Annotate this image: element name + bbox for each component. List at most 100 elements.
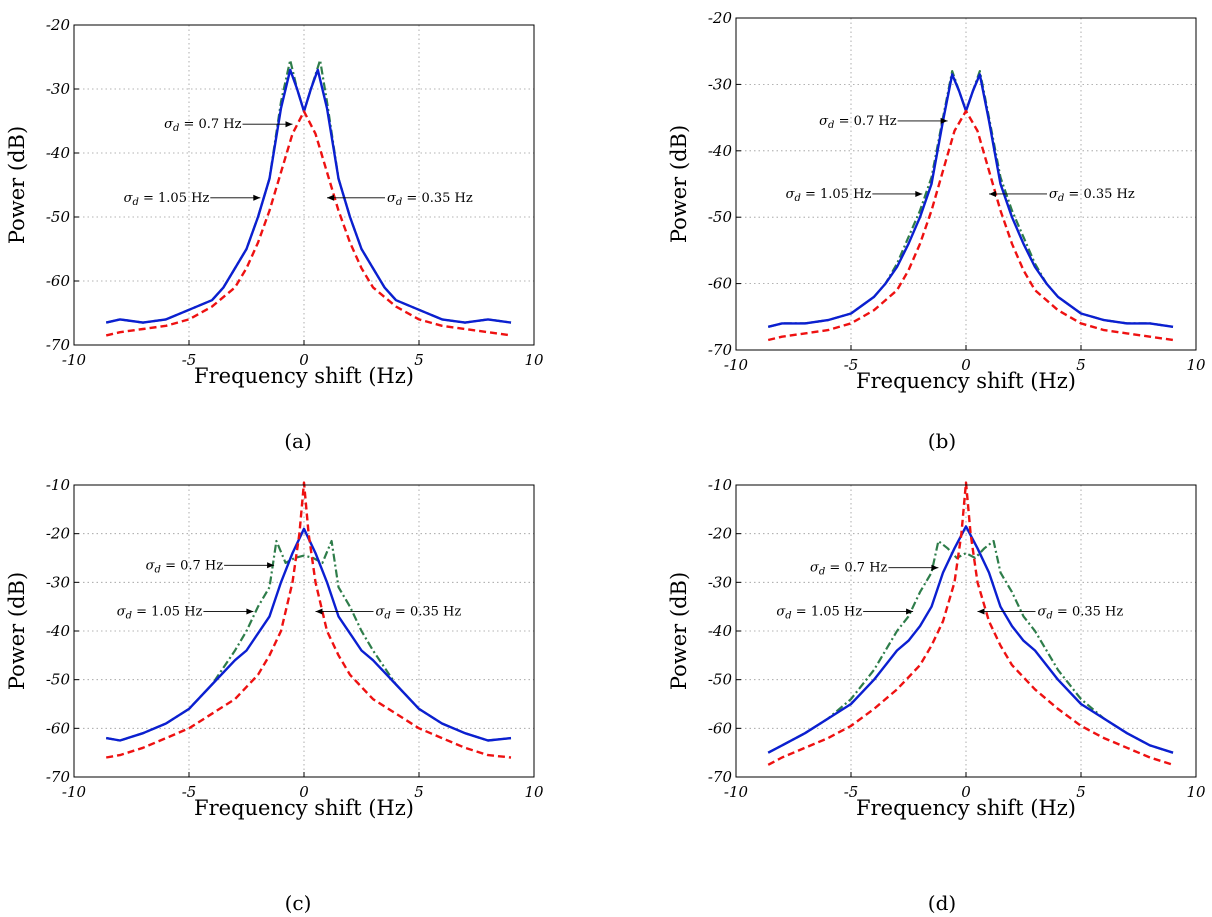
annotation-arrowhead — [267, 562, 275, 569]
annotation: σd = 1.05 Hz — [776, 605, 914, 622]
annotation-arrowhead — [906, 608, 914, 615]
y-tick-label: -20 — [46, 525, 71, 543]
annotation: σd = 0.35 Hz — [989, 187, 1135, 204]
y-axis-label: Power (dB) — [5, 572, 29, 690]
y-tick-label: -10 — [46, 476, 71, 494]
y-tick-label: -40 — [46, 144, 71, 162]
y-tick-label: -70 — [708, 341, 733, 359]
annotation-arrowhead — [940, 117, 948, 124]
y-tick-label: -70 — [708, 768, 733, 786]
annotation-label: σd = 1.05 Hz — [786, 187, 872, 204]
x-tick-label: 0 — [299, 351, 309, 369]
panel-label: (a) — [284, 429, 312, 453]
panel-label: (b) — [928, 429, 956, 453]
y-tick-label: -40 — [708, 622, 733, 640]
annotation-arrowhead — [246, 608, 254, 615]
annotation: σd = 0.7 Hz — [164, 117, 293, 134]
annotation: σd = 0.35 Hz — [315, 605, 462, 622]
y-tick-label: -70 — [46, 336, 71, 354]
series-line-dashed — [105, 110, 512, 337]
plot-frame — [73, 24, 535, 346]
annotation-label: σd = 1.05 Hz — [117, 605, 203, 622]
series-line-solid — [105, 527, 512, 742]
x-tick-label: 10 — [1186, 783, 1206, 801]
y-tick-label: -60 — [708, 275, 733, 293]
annotation-arrowhead — [315, 608, 323, 615]
annotation-label: σd = 0.7 Hz — [810, 561, 888, 578]
x-tick-label: -10 — [724, 356, 749, 374]
panel-label: (d) — [928, 891, 956, 915]
series-line-dashed — [767, 481, 1174, 766]
y-tick-label: -60 — [46, 719, 71, 737]
panel-c: -10 -5 0 5 10-10-20-30-40-50-60-70Frequency … — [5, 476, 544, 915]
x-tick-label: -5 — [844, 356, 859, 374]
annotation-arrowhead — [931, 564, 939, 571]
y-tick-label: -40 — [46, 622, 71, 640]
x-tick-label: 5 — [1076, 783, 1086, 801]
annotation-label: σd = 0.35 Hz — [1038, 605, 1124, 622]
annotation-arrowhead — [977, 608, 985, 615]
x-axis-label: Frequency shift (Hz) — [194, 796, 414, 820]
series-line-dashdot — [767, 539, 1174, 754]
x-axis-label: Frequency shift (Hz) — [856, 796, 1076, 820]
annotation-arrowhead — [989, 190, 996, 197]
x-tick-label: -5 — [844, 783, 859, 801]
y-tick-label: -50 — [708, 671, 733, 689]
annotation-label: σd = 0.7 Hz — [146, 558, 224, 575]
y-axis-label: Power (dB) — [667, 572, 691, 690]
y-tick-label: -10 — [708, 476, 733, 494]
x-tick-label: 0 — [299, 783, 309, 801]
x-tick-label: -10 — [62, 783, 87, 801]
x-tick-label: 10 — [1186, 356, 1206, 374]
y-tick-label: -30 — [46, 80, 71, 98]
y-tick-label: -60 — [708, 719, 733, 737]
y-tick-label: -20 — [46, 16, 71, 34]
series-line-dashed — [767, 109, 1174, 342]
x-tick-label: 5 — [414, 783, 424, 801]
y-tick-label: -40 — [708, 142, 733, 160]
x-tick-label: 5 — [1076, 356, 1086, 374]
annotation-arrowhead — [253, 194, 261, 201]
annotation-label: σd = 1.05 Hz — [776, 605, 862, 622]
annotation-label: σd = 0.7 Hz — [164, 117, 242, 134]
y-tick-label: -30 — [708, 75, 733, 93]
y-tick-label: -30 — [46, 573, 71, 591]
annotation-label: σd = 0.7 Hz — [819, 114, 897, 131]
x-tick-label: -10 — [724, 783, 749, 801]
annotation-label: σd = 0.35 Hz — [376, 605, 462, 622]
annotation-arrowhead — [285, 121, 293, 128]
y-tick-label: -60 — [46, 272, 71, 290]
x-tick-label: 5 — [414, 351, 424, 369]
panel-label: (c) — [285, 891, 312, 915]
x-axis-label: Frequency shift (Hz) — [194, 364, 414, 388]
y-tick-label: -70 — [46, 768, 71, 786]
annotation: σd = 0.7 Hz — [810, 561, 939, 578]
annotation: σd = 0.35 Hz — [327, 191, 473, 208]
annotation: σd = 1.05 Hz — [124, 191, 261, 208]
annotation: σd = 0.35 Hz — [977, 605, 1124, 622]
x-tick-label: 0 — [961, 783, 971, 801]
annotation-label: σd = 1.05 Hz — [124, 191, 210, 208]
annotation: σd = 1.05 Hz — [117, 605, 254, 622]
series-line-dashed — [105, 481, 512, 759]
annotation: σd = 0.7 Hz — [146, 558, 275, 575]
annotation-arrowhead — [915, 190, 923, 197]
y-tick-label: -50 — [46, 208, 71, 226]
y-tick-label: -50 — [708, 208, 733, 226]
x-tick-label: -5 — [182, 351, 197, 369]
annotation: σd = 1.05 Hz — [786, 187, 923, 204]
x-tick-label: -10 — [62, 351, 87, 369]
annotation-arrowhead — [327, 194, 334, 201]
y-tick-label: -20 — [708, 525, 733, 543]
y-tick-label: -50 — [46, 671, 71, 689]
x-tick-label: 10 — [524, 783, 544, 801]
x-tick-label: 10 — [524, 351, 544, 369]
x-tick-label: -5 — [182, 783, 197, 801]
y-axis-label: Power (dB) — [667, 125, 691, 243]
annotation-label: σd = 0.35 Hz — [1049, 187, 1135, 204]
panel-d: -10 -5 0 5 10-10-20-30-40-50-60-70Frequency … — [667, 476, 1206, 915]
x-axis-label: Frequency shift (Hz) — [856, 369, 1076, 393]
